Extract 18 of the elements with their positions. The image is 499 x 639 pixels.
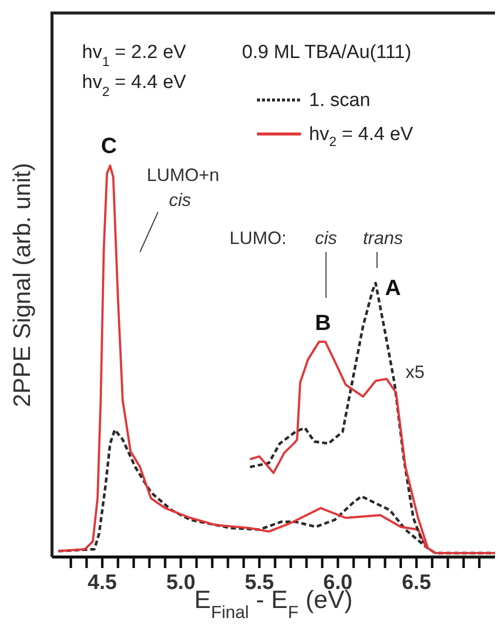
annotation: B [315,310,331,334]
text: 0.9 ML TBA/Au(111) [242,42,412,63]
annotation: cis [315,228,337,248]
legend-label: hv$_{2}$ = 4.4 eV [309,124,414,149]
legend-label: 1. scan [309,90,370,110]
x-tick-label: 6.5 [402,571,432,594]
x-tick-label: 5.0 [166,571,196,594]
annotation: trans [362,228,404,248]
text: hv$_{1}$ = 2.2 eV [82,42,186,68]
annotation: LUMO: [229,228,287,248]
text: C [101,132,118,158]
y-axis-title: 2PPE Signal (arb. unit) [9,162,36,408]
text: hv$_{2}$ = 4.4 eV [82,72,186,98]
annotation: LUMO+n [146,165,220,185]
annotation: x5 [405,362,425,382]
x-tick-label: 4.5 [88,571,118,594]
annotation: A [385,274,402,300]
annotation: cis [169,190,191,210]
